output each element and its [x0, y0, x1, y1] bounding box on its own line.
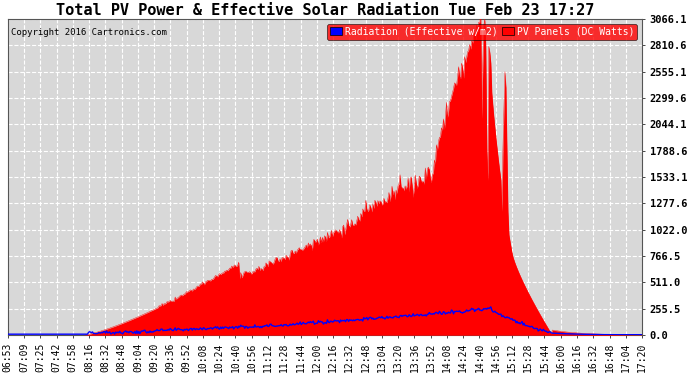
Text: Copyright 2016 Cartronics.com: Copyright 2016 Cartronics.com	[11, 28, 167, 38]
Legend: Radiation (Effective w/m2), PV Panels (DC Watts): Radiation (Effective w/m2), PV Panels (D…	[327, 24, 638, 40]
Title: Total PV Power & Effective Solar Radiation Tue Feb 23 17:27: Total PV Power & Effective Solar Radiati…	[56, 3, 594, 18]
